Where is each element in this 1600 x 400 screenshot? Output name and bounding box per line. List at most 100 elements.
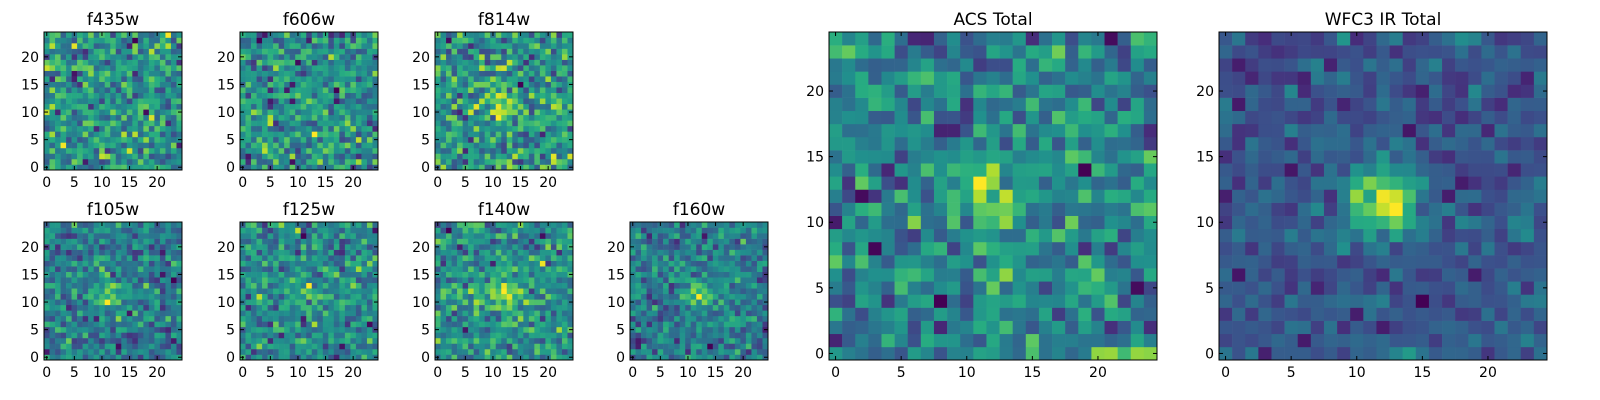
heatmap-cell [289,244,296,250]
heatmap-cell [712,293,719,300]
heatmap-cell [77,266,83,272]
heatmap-cell [751,299,758,306]
heatmap-cell [723,315,730,322]
heatmap-cell [501,98,508,105]
heatmap-cell [468,293,474,300]
heatmap-cell [440,304,447,311]
heatmap-cell [165,266,172,272]
heatmap-cell [528,244,535,250]
heatmap-cell [284,125,290,132]
heatmap-cell [762,343,769,350]
heatmap-cell [435,65,441,71]
heatmap-cell [104,315,111,322]
heatmap-cell [49,354,56,361]
heatmap-cell [154,59,161,66]
heatmap-cell [501,299,508,306]
heatmap-cell [701,227,708,234]
heatmap-cell [148,65,155,71]
heatmap-cell [435,343,441,350]
heatmap-cell [256,131,263,138]
heatmap-cell [440,131,447,138]
heatmap-cell [495,37,502,44]
heatmap-cell [973,346,987,361]
heatmap-cell [1065,228,1079,243]
heatmap-cell [88,348,94,355]
heatmap-cell [556,326,563,333]
heatmap-cell [440,238,447,245]
heatmap-cell [545,125,552,132]
heatmap-cell [115,37,122,44]
heatmap-cell [317,222,324,228]
heatmap-cell [534,37,541,44]
heatmap-cell [679,227,686,234]
heatmap-cell [1091,268,1105,282]
heatmap-cell [99,249,106,256]
heatmap-cell [267,136,274,143]
heatmap-cell [517,288,524,295]
heatmap-cell [881,268,895,282]
heatmap-cell [1038,333,1053,348]
heatmap-cell [165,354,172,361]
heatmap-cell [295,37,302,44]
heatmap-cell [1117,202,1132,216]
heatmap-cell [517,238,524,245]
heatmap-cell [99,136,106,143]
heatmap-cell [534,321,541,328]
heatmap-cell [306,222,313,228]
heatmap-cell [729,326,736,333]
heatmap-cell [55,299,61,306]
heatmap-cell [484,227,491,234]
heatmap-cell [479,131,485,138]
heatmap-cell [278,293,285,300]
heatmap-cell [484,293,491,300]
heatmap-cell [143,233,150,239]
heatmap-cell [451,343,458,350]
heatmap-cell [93,125,100,132]
y-tick-label: 0 [30,160,39,176]
heatmap-cell [528,37,535,44]
heatmap-cell [148,271,155,278]
heatmap-cell [947,163,961,177]
heatmap-cell [762,282,769,289]
heatmap-cell [355,98,362,105]
heatmap-cell [366,321,373,328]
heatmap-cell [523,326,530,333]
heatmap-cell [88,136,94,143]
heatmap-cell [435,266,441,272]
heatmap-cell [999,333,1013,348]
heatmap-cell [712,277,719,284]
heatmap-cell [523,238,530,245]
heatmap-cell [517,332,524,339]
heatmap-cell [468,282,474,289]
heatmap-cell [490,315,497,322]
heatmap-cell [462,87,469,94]
heatmap-cell [154,238,161,245]
heatmap-cell [55,164,61,171]
heatmap-cell [947,241,961,256]
heatmap-cell [251,343,257,350]
heatmap-cell [986,176,1000,190]
heatmap-cell [435,293,441,300]
heatmap-cell [110,222,117,228]
heatmap-cell [159,244,166,250]
heatmap-cell [44,249,50,256]
heatmap-cell [306,98,313,105]
heatmap-cell [176,304,183,311]
heatmap-cell [284,315,290,322]
heatmap-cell [696,332,703,339]
heatmap-cell [668,315,675,322]
heatmap-cell [528,315,535,322]
heatmap-cell [960,281,974,295]
heatmap-cell [284,321,290,328]
heatmap-cell [240,304,246,311]
heatmap-cell [148,109,155,116]
heatmap-cell [267,348,274,355]
heatmap-cell [652,271,658,278]
heatmap-cell [350,87,357,94]
heatmap-cell [322,288,329,295]
heatmap-cell [295,153,302,160]
heatmap-cell [322,70,329,77]
heatmap-cell [328,332,335,339]
heatmap-cell [300,125,307,132]
heatmap-cell [534,332,541,339]
